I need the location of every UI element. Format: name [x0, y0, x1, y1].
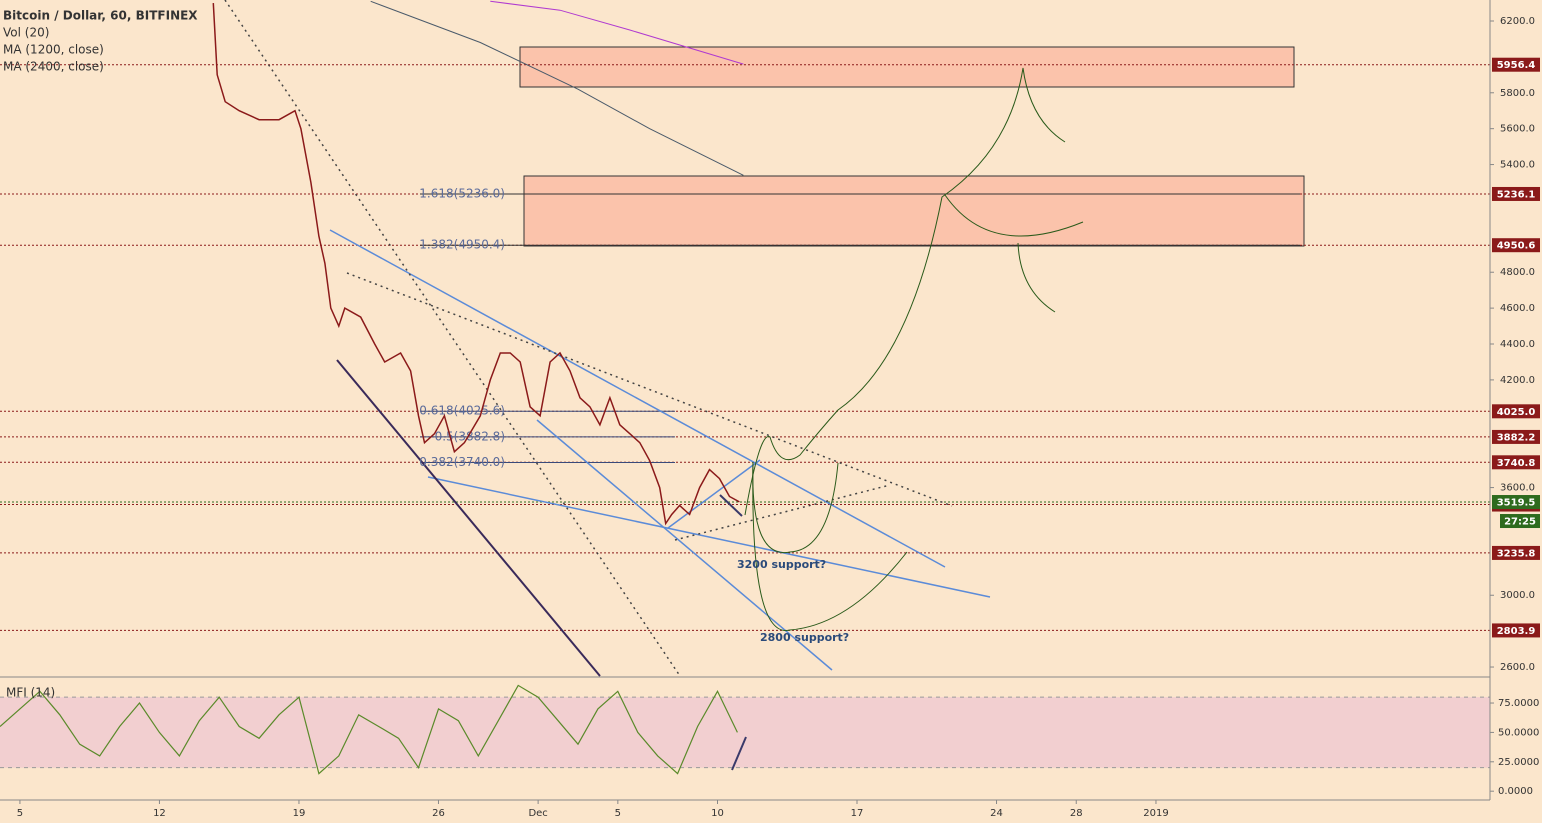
- y-tick-label: 4400.0: [1500, 339, 1535, 350]
- x-tick-label: Dec: [528, 808, 547, 819]
- x-tick-label: 24: [990, 808, 1003, 819]
- x-tick-label: 10: [711, 808, 724, 819]
- dotted-line: [346, 272, 953, 507]
- trend-line: [427, 476, 991, 598]
- trend-line: [536, 419, 833, 671]
- level-tag: [1492, 495, 1540, 510]
- y-tick-label: 3000.0: [1500, 590, 1535, 601]
- level-tag: [1492, 404, 1540, 419]
- trend-line: [667, 459, 761, 529]
- x-tick-label: 17: [851, 808, 864, 819]
- y-tick-label: 50.0000: [1498, 727, 1539, 738]
- countdown: 27:25: [1504, 517, 1536, 528]
- y-tick-label: 2600.0: [1500, 662, 1535, 673]
- legend-entry: MA (1200, close): [3, 43, 104, 57]
- y-tick-label: 0.0000: [1498, 786, 1533, 797]
- x-tick-label: 26: [432, 808, 445, 819]
- moving-average: [370, 0, 744, 176]
- y-tick-label: 5800.0: [1500, 88, 1535, 99]
- drawings: [224, 0, 1084, 771]
- level-tag-label: 3235.8: [1497, 548, 1536, 559]
- x-tick-label: 28: [1070, 808, 1083, 819]
- trend-line: [336, 359, 601, 677]
- projection-arrow: [1017, 242, 1056, 313]
- legend-entry: Vol (20): [3, 26, 49, 40]
- level-tag: [1492, 429, 1540, 444]
- mfi-line: [0, 684, 738, 775]
- x-tick-label: 12: [153, 808, 166, 819]
- level-tag-label: 2803.9: [1497, 626, 1536, 637]
- trend-line: [719, 494, 743, 517]
- level-tag-label: 5236.1: [1497, 189, 1536, 200]
- level-tag: [1492, 455, 1540, 470]
- y-tick-label: 4600.0: [1500, 303, 1535, 314]
- annotation: 2800 support?: [760, 631, 849, 644]
- trend-line: [731, 736, 747, 771]
- countdown-tag: [1500, 514, 1540, 529]
- fib-label: 0.5(3882.8): [435, 429, 505, 443]
- x-tick-label: 19: [293, 808, 306, 819]
- level-tag-label: 4025.0: [1497, 407, 1536, 418]
- y-tick-label: 25.0000: [1498, 757, 1539, 768]
- dotted-line: [224, 0, 681, 677]
- fib-label: 0.382(3740.0): [419, 455, 505, 469]
- zone: [519, 46, 1295, 88]
- y-tick-label: 75.0000: [1498, 698, 1539, 709]
- level-tag: [1492, 57, 1540, 72]
- level-tag-label: 3882.2: [1497, 432, 1536, 443]
- moving-average: [490, 0, 744, 65]
- level-tag-label: 3740.8: [1497, 458, 1536, 469]
- y-tick-label: 4200.0: [1500, 375, 1535, 386]
- x-tick-label: 2019: [1143, 808, 1168, 819]
- level-tag: [1492, 186, 1540, 201]
- level-tag: [1492, 545, 1540, 560]
- fib-label: 1.618(5236.0): [419, 186, 505, 200]
- mfi-label: MFI (14): [6, 686, 55, 700]
- chart-title: Bitcoin / Dollar, 60, BITFINEX: [3, 9, 198, 23]
- trend-line: [329, 229, 946, 568]
- level-tag-label: 5956.4: [1497, 60, 1536, 71]
- projection-arrow: [744, 67, 1066, 516]
- y-tick-label: 3600.0: [1500, 483, 1535, 494]
- level-tag: [1492, 623, 1540, 638]
- zone: [523, 175, 1305, 247]
- x-tick-label: 5: [615, 808, 621, 819]
- legend-entry: MA (2400, close): [3, 60, 104, 74]
- y-tick-label: 6200.0: [1500, 16, 1535, 27]
- dotted-line: [674, 484, 891, 541]
- annotation: 3200 support?: [737, 558, 826, 571]
- y-tick-label: 5400.0: [1500, 160, 1535, 171]
- y-tick-label: 5600.0: [1500, 124, 1535, 135]
- mfi-band: [0, 697, 1490, 768]
- x-tick-label: 5: [17, 808, 23, 819]
- projection-arrow: [752, 461, 839, 554]
- projection-arrow: [944, 194, 1084, 237]
- level-tag-label: 3519.5: [1497, 498, 1536, 509]
- fib-label: 0.618(4025.6): [419, 404, 505, 418]
- y-tick-label: 4800.0: [1500, 267, 1535, 278]
- fib-label: 1.382(4950.4): [419, 238, 505, 252]
- price-line: [212, 3, 740, 526]
- level-tag-label: 4950.6: [1497, 241, 1536, 252]
- projection-arrow: [752, 461, 908, 631]
- level-tag: [1492, 238, 1540, 253]
